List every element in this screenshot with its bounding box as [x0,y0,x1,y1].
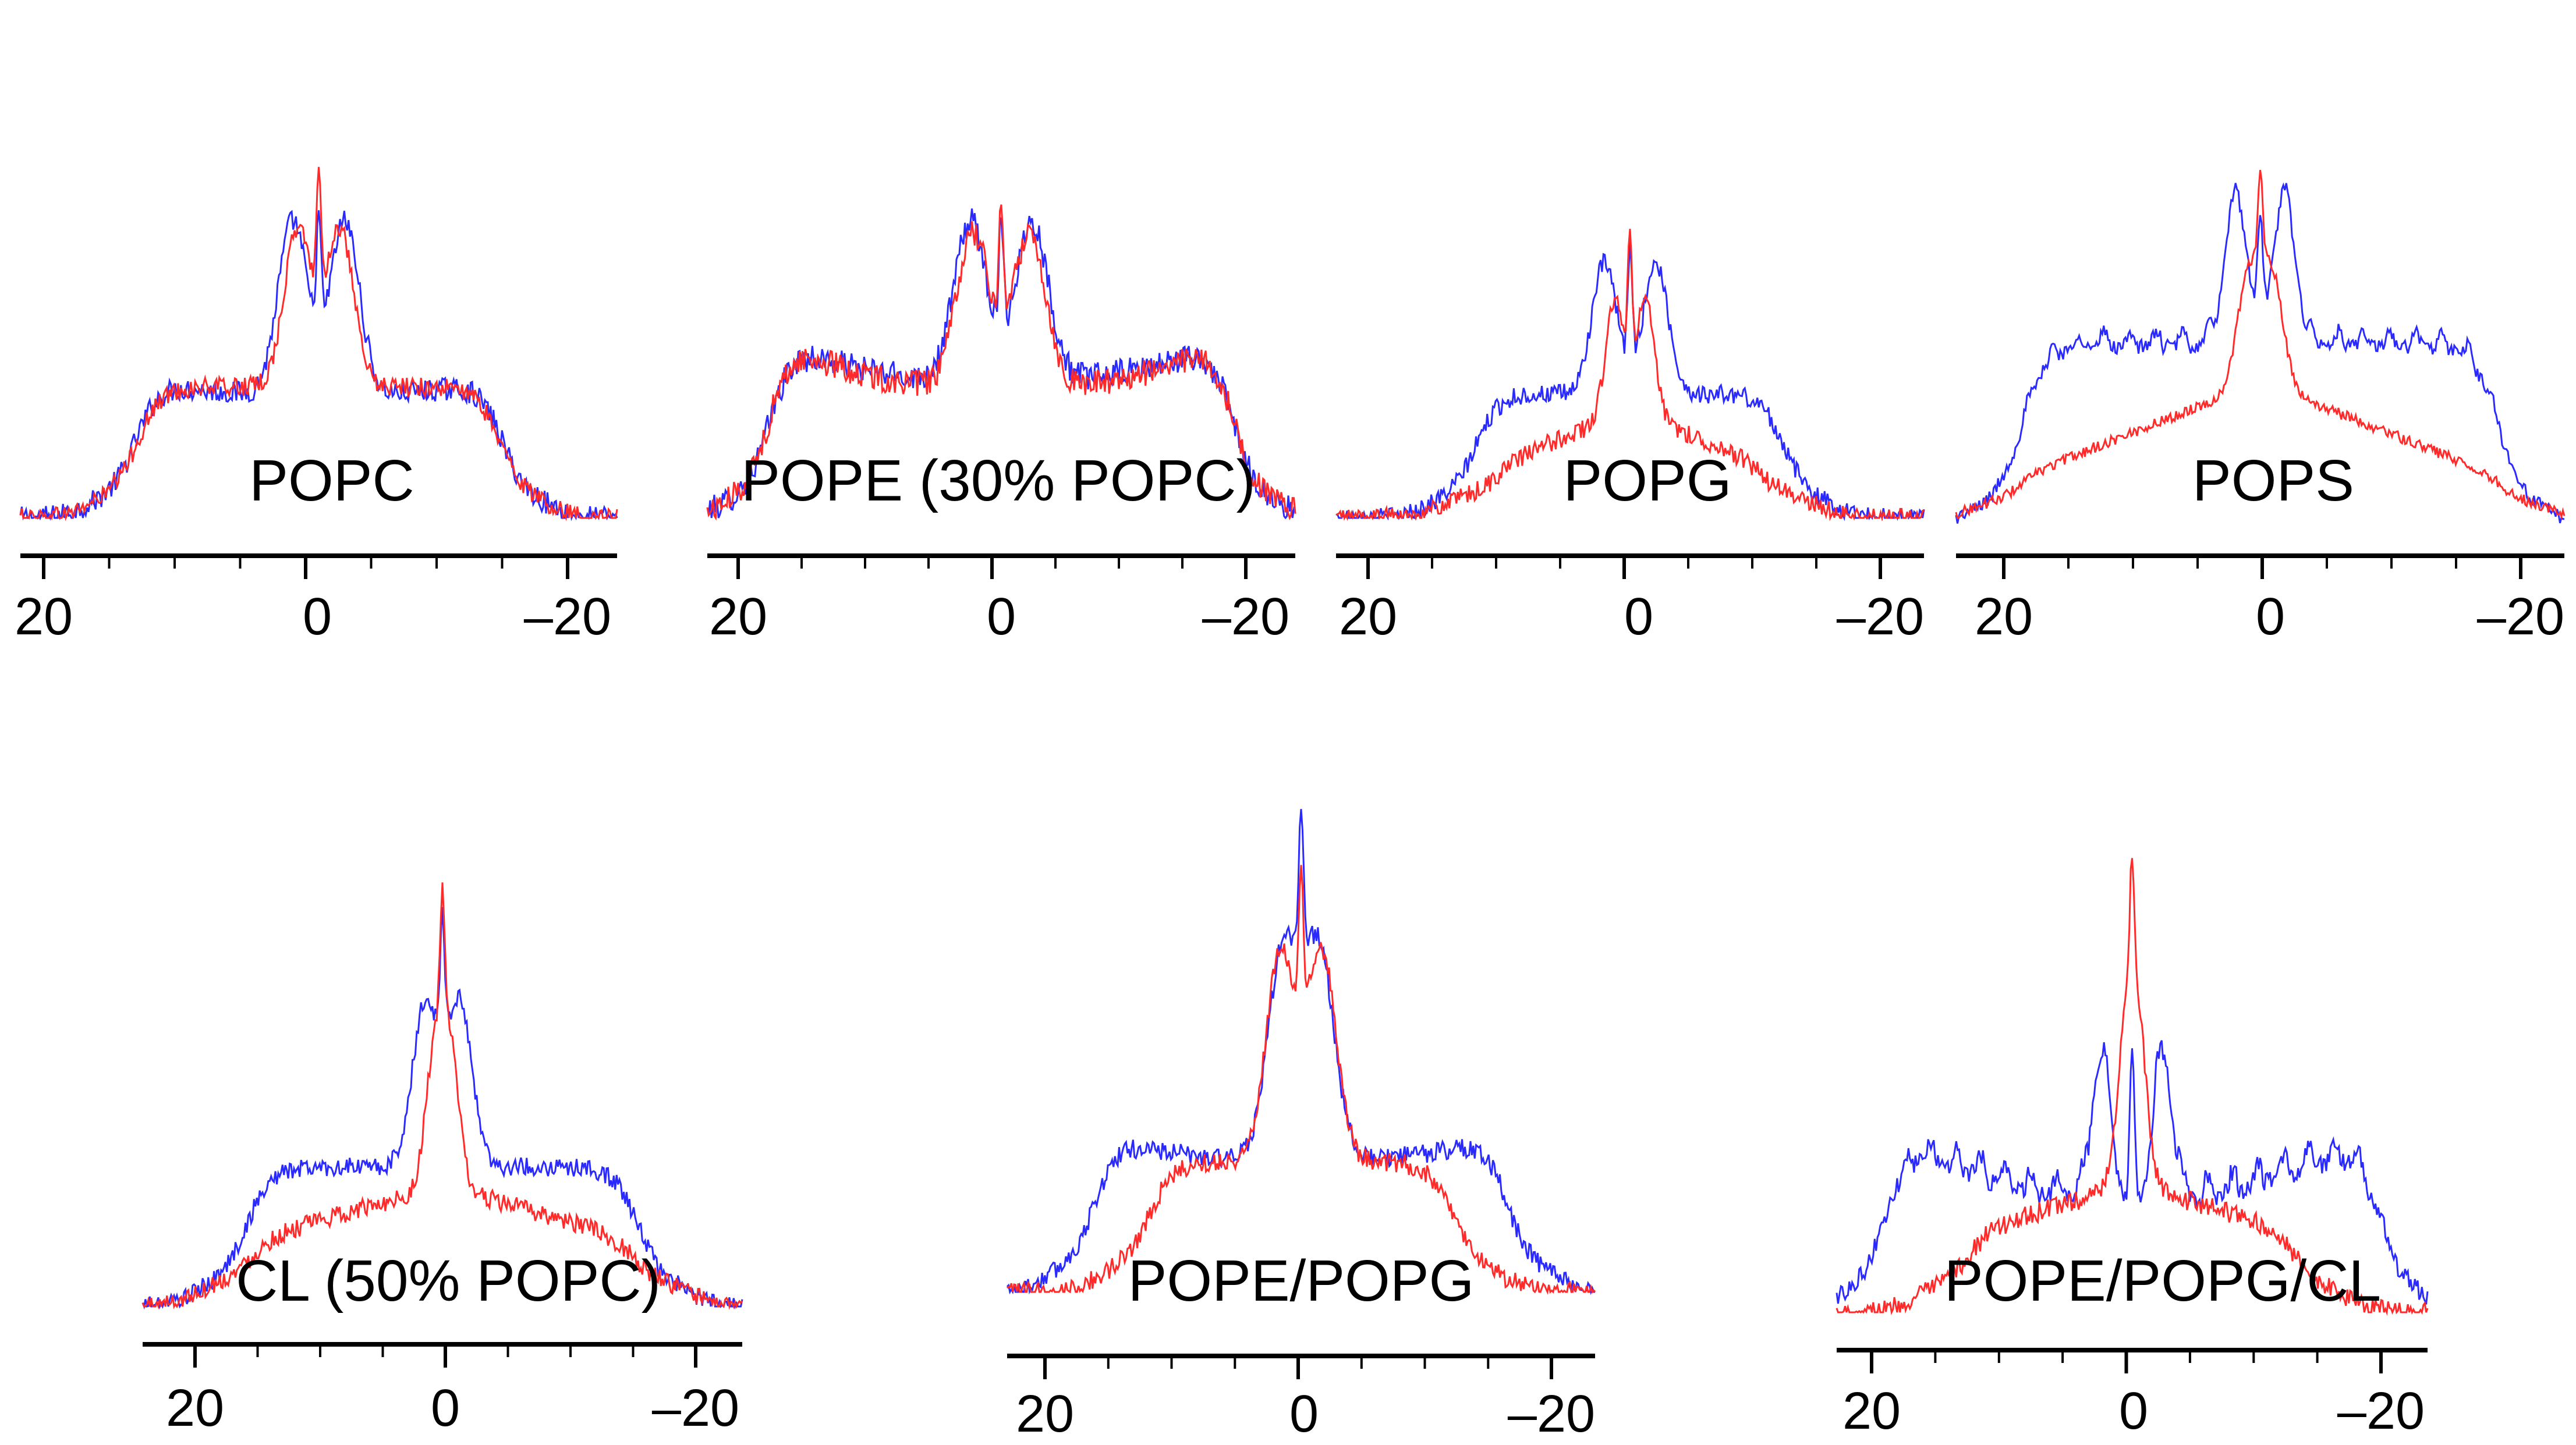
tick-label-20: 20 [1016,1385,1074,1443]
tick-label-neg20: –20 [1508,1385,1595,1443]
panel-title: CL (50% POPC) [236,1248,661,1313]
panel-pope-popg-cl: POPE/POPG/CL 20 0 –20 [1836,858,2429,1440]
series-line-red [141,882,743,1310]
tick-label-neg20: –20 [524,588,611,646]
tick-label-neg20: –20 [2477,588,2564,646]
series-line-red [706,204,1296,521]
series-line-red [1836,858,2429,1316]
tick-label-20: 20 [709,588,767,646]
tick-label-0: 0 [431,1379,460,1437]
tick-label-20: 20 [1339,588,1397,646]
series-line-red [1335,229,1925,521]
panel-popc: POPC 20 0 –20 [15,166,618,646]
panel-title: POPE (30% POPC) [741,448,1256,513]
panel-popg: POPG 20 0 –20 [1335,229,1925,646]
tick-label-neg20: –20 [1837,588,1924,646]
tick-label-20: 20 [1842,1382,1901,1440]
tick-label-0: 0 [2119,1382,2148,1440]
tick-label-neg20: –20 [652,1379,739,1437]
panel-pops: POPS 20 0 –20 [1955,169,2566,646]
tick-label-neg20: –20 [2337,1382,2425,1440]
panel-title: POPS [2192,448,2354,513]
panel-pope: POPE (30% POPC) 20 0 –20 [706,204,1296,646]
series-line-red [19,166,618,521]
tick-label-20: 20 [1975,588,2033,646]
series-line-blue [1955,182,2564,524]
panel-title: POPG [1564,448,1732,513]
panel-title: POPC [249,448,414,513]
series-line-red [1955,169,2566,520]
panel-cl: CL (50% POPC) 20 0 –20 [141,882,743,1437]
panel-title: POPE/POPG [1128,1248,1475,1313]
panel-pope-popg: POPE/POPG 20 0 –20 [1006,809,1596,1443]
tick-label-0: 0 [303,588,332,646]
series-line-red [1007,865,1596,1295]
tick-label-0: 0 [987,588,1016,646]
tick-label-20: 20 [15,588,73,646]
tick-label-neg20: –20 [1202,588,1289,646]
tick-label-0: 0 [1289,1385,1319,1443]
series-line-blue [1836,1040,2429,1305]
series-line-blue [1006,809,1595,1295]
panel-title: POPE/POPG/CL [1944,1248,2381,1313]
tick-label-0: 0 [2256,588,2285,646]
series-line-blue [141,907,743,1310]
tick-label-0: 0 [1624,588,1653,646]
tick-label-20: 20 [166,1379,224,1437]
